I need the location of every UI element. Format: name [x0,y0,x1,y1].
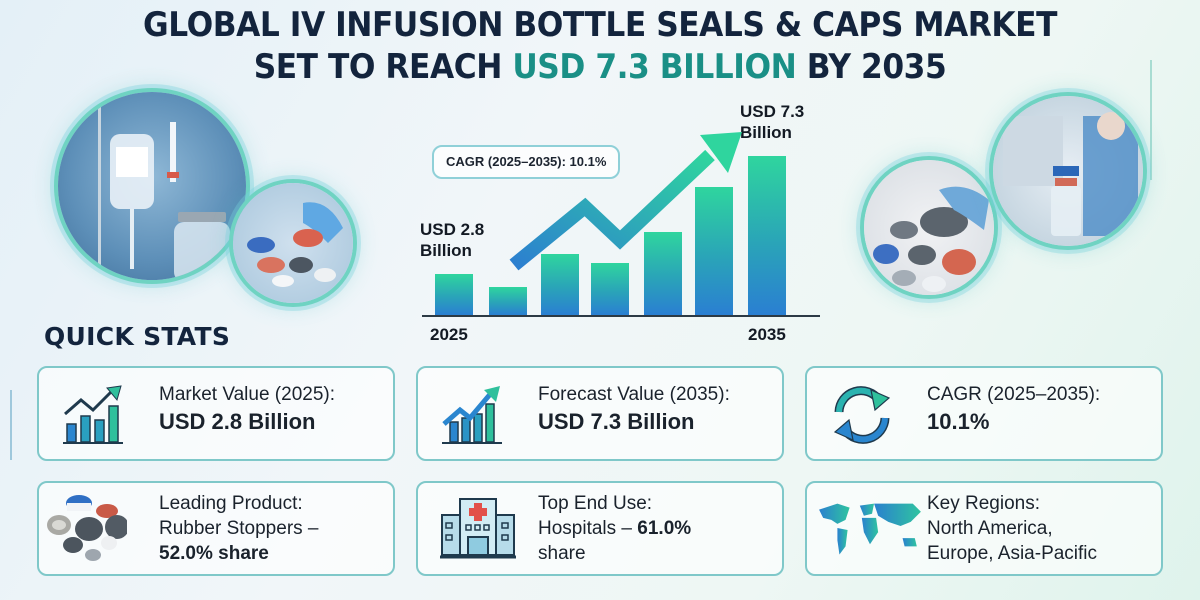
card-value-line1: Hospitals – 61.0% [538,518,692,539]
bar-2025 [435,274,473,315]
stat-card-top-end-use: Top End Use: Hospitals – 61.0% share [416,481,784,576]
hospital-icon [440,498,516,559]
card-value-line1: Rubber Stoppers – [159,518,319,539]
x-tick-2035: 2035 [748,325,786,344]
card-value-line2: share [538,543,586,564]
card-label: Top End Use: [538,493,653,514]
clinician-lab-image [993,96,1143,246]
card-value-line2: Europe, Asia-Pacific [927,543,1098,564]
start-value-label: USD 2.8 Billion [420,220,485,260]
bar-6 [695,187,733,315]
caps-handling-image [233,183,353,303]
quick-stats-title: QUICK STATS [44,322,231,351]
stat-card-market-value: Market Value (2025): USD 2.8 Billion [37,366,395,461]
title-accent-value: USD 7.3 BILLION [512,47,797,87]
circuit-decoration-left [10,390,12,460]
growth-chart-icon [63,385,123,444]
page-title: GLOBAL IV INFUSION BOTTLE SEALS & CAPS M… [48,4,1152,88]
x-axis [422,315,820,317]
iv-equipment-image [58,92,246,280]
card-label: Key Regions: [927,493,1041,514]
card-label: Market Value (2025): [159,384,336,405]
x-tick-2025: 2025 [430,325,468,344]
card-label: CAGR (2025–2035): [927,384,1101,405]
card-label: Forecast Value (2035): [538,384,730,405]
title-line-1: GLOBAL IV INFUSION BOTTLE SEALS & CAPS M… [143,5,1057,45]
cagr-annotation: CAGR (2025–2035): 10.1% [432,145,621,179]
card-value: USD 2.8 Billion [159,409,316,434]
card-label: Leading Product: [159,493,303,514]
stat-card-forecast-value: Forecast Value (2035): USD 7.3 Billion [416,366,784,461]
trend-arrow-icon [509,132,742,271]
bar-2035 [748,156,786,315]
market-growth-chart: CAGR (2025–2035): 10.1% USD 2.8 Billion … [410,95,820,345]
bar-3 [541,254,579,315]
rubber-stoppers-image [864,160,994,295]
end-value-label: USD 7.3 Billion [740,102,805,142]
world-map-icon [819,503,921,555]
stat-card-leading-product: Leading Product: Rubber Stoppers – 52.0%… [37,481,395,576]
card-value-line1: North America, [927,518,1053,539]
bar-2 [489,287,527,315]
title-line-2: SET TO REACH USD 7.3 BILLION BY 2035 [253,47,947,87]
forecast-chart-icon [442,386,502,444]
circuit-decoration-right [1150,60,1152,180]
cycle-arrows-icon [833,386,891,444]
stoppers-icon [47,495,127,561]
bar-5 [644,232,682,315]
card-value-line2: 52.0% share [159,543,269,564]
stat-card-cagr: CAGR (2025–2035): 10.1% [805,366,1163,461]
card-value: USD 7.3 Billion [538,409,695,434]
bar-4 [591,263,629,315]
stat-card-key-regions: Key Regions: North America, Europe, Asia… [805,481,1163,576]
card-value: 10.1% [927,409,990,434]
